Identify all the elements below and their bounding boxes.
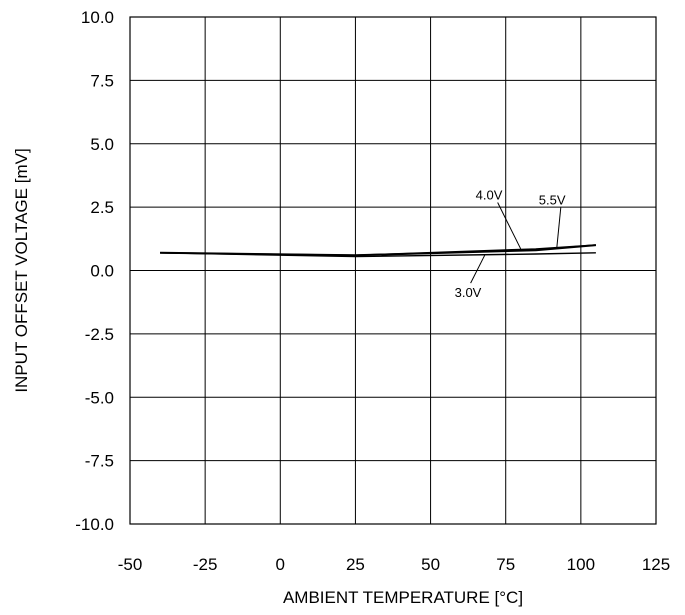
x-tick-label: 50 — [421, 555, 440, 574]
x-tick-label: 75 — [496, 555, 515, 574]
y-tick-label: -2.5 — [85, 325, 114, 344]
y-tick-label: 2.5 — [90, 198, 114, 217]
y-tick-label: 5.0 — [90, 135, 114, 154]
y-tick-label: 10.0 — [81, 8, 114, 27]
series-line-5-5V — [160, 244, 596, 257]
x-tick-label: -25 — [193, 555, 218, 574]
annotation-leader — [470, 255, 486, 284]
grid — [130, 17, 656, 524]
y-tick-label: -5.0 — [85, 388, 114, 407]
x-tick-label: 25 — [346, 555, 365, 574]
x-tick-label: 0 — [276, 555, 285, 574]
x-tick-label: 100 — [567, 555, 595, 574]
annotation-label: 4.0V — [476, 188, 503, 203]
x-axis-label: AMBIENT TEMPERATURE [°C] — [283, 588, 523, 607]
x-tick-label: -50 — [118, 555, 143, 574]
y-tick-label: -10.0 — [75, 515, 114, 534]
y-tick-label: 0.0 — [90, 262, 114, 281]
y-axis-label: INPUT OFFSET VOLTAGE [mV] — [12, 148, 31, 392]
annotation-label: 5.5V — [539, 193, 566, 208]
x-tick-labels: -50 -25 0 25 50 75 100 125 — [118, 555, 670, 574]
y-tick-label: 7.5 — [90, 71, 114, 90]
annotation-leader — [556, 207, 562, 248]
annotation-leader — [497, 202, 522, 250]
annotations: 4.0V 5.5V 3.0V — [455, 188, 566, 301]
plot-area-frame — [129, 16, 657, 525]
series-lines — [160, 244, 596, 258]
x-tick-label: 125 — [642, 555, 670, 574]
annotation-label: 3.0V — [455, 285, 482, 300]
y-tick-label: -7.5 — [85, 452, 114, 471]
y-tick-labels: -10.0 -7.5 -5.0 -2.5 0.0 2.5 5.0 7.5 10.0 — [75, 8, 114, 534]
